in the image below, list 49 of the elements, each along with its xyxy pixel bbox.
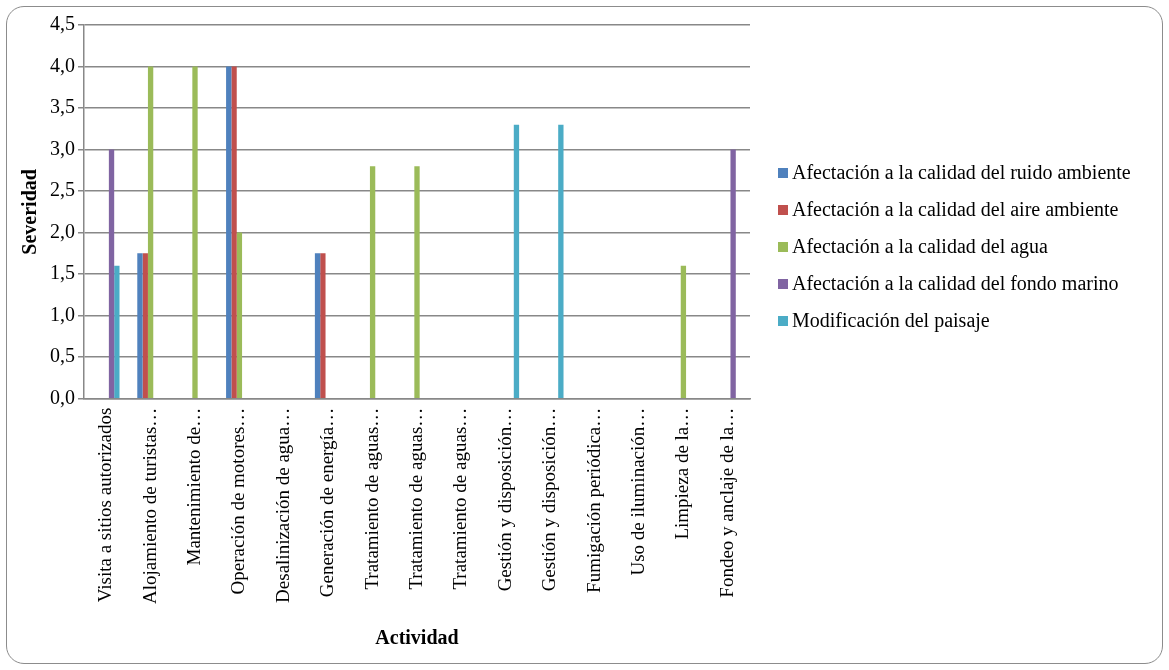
y-tick-label: 0,0	[50, 385, 75, 408]
bar	[226, 66, 232, 398]
y-axis-title: Severidad	[18, 169, 41, 255]
y-tick-label: 4,0	[50, 53, 75, 76]
bar	[680, 265, 687, 398]
bar	[314, 253, 321, 398]
x-tick-label: Fumigación periódica…	[582, 407, 604, 593]
legend-label: Afectación a la calidad del aire ambiente	[792, 197, 1119, 222]
bar	[142, 253, 148, 398]
y-tick-label: 4,5	[50, 12, 75, 35]
x-tick-label: Generación de energía…	[316, 407, 338, 598]
y-tick-label: 3,5	[50, 95, 75, 118]
x-tick-label: Uso de iluminación…	[626, 407, 648, 576]
bar	[320, 253, 326, 398]
bar	[236, 232, 243, 398]
x-tick-label: Limpieza de la…	[671, 407, 693, 540]
bar	[558, 124, 564, 398]
x-tick-label: Tratamiento de aguas…	[360, 407, 382, 590]
legend-label: Modificación del paisaje	[792, 308, 990, 333]
x-axis-title: Actividad	[375, 626, 459, 649]
bar	[414, 166, 420, 398]
x-tick-label: Desalinización de agua…	[271, 407, 293, 603]
y-tick-label: 1,0	[50, 302, 75, 325]
bar	[231, 66, 237, 398]
y-tick-label: 0,5	[50, 344, 75, 367]
y-tick-label: 1,5	[50, 261, 75, 284]
bar	[369, 166, 376, 398]
x-tick-label: Tratamiento de aguas…	[449, 407, 471, 590]
x-tick-label: Fondeo y anclaje de la…	[715, 407, 737, 598]
x-tick-label: Gestión y disposición…	[538, 407, 560, 592]
x-tick-label: Operación de motores…	[227, 407, 249, 595]
bar	[114, 265, 120, 398]
legend-label: Afectación a la calidad del fondo marino	[792, 271, 1119, 296]
bar	[147, 66, 154, 398]
bar	[137, 253, 143, 398]
legend-label: Afectación a la calidad del ruido ambiente	[792, 160, 1131, 185]
bar	[192, 66, 198, 398]
y-tick-label: 2,0	[50, 219, 75, 242]
y-tick-label: 3,0	[50, 136, 75, 159]
x-tick-label: Mantenimiento de…	[182, 407, 204, 566]
legend-label: Afectación a la calidad del agua	[792, 234, 1048, 259]
x-tick-label: Gestión y disposición…	[493, 407, 515, 592]
bar	[108, 149, 115, 398]
x-tick-label: Visita a sitios autorizados	[94, 407, 116, 603]
y-tick-label: 2,5	[50, 178, 75, 201]
x-tick-label: Alojamiento de turistas…	[138, 407, 160, 605]
bar	[513, 124, 520, 398]
x-tick-label: Tratamiento de aguas…	[404, 407, 426, 590]
bar	[730, 149, 736, 398]
